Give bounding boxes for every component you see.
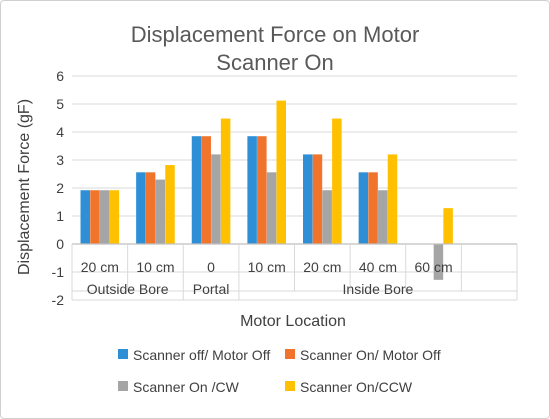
legend-swatch: [118, 381, 128, 391]
bar: [322, 190, 332, 244]
bar: [191, 136, 202, 244]
y-tick-labels: -2 -1 0 1 2 3 4 5 6: [52, 68, 65, 308]
y-tick-label: 3: [56, 152, 64, 168]
bar: [443, 208, 453, 244]
bar: [80, 190, 91, 244]
bar: [109, 190, 120, 244]
bar: [433, 244, 444, 280]
bar: [247, 136, 257, 244]
group-label: Outside Bore: [87, 281, 169, 297]
bars: [80, 100, 453, 280]
chart-title-line-2: Scanner On: [216, 50, 333, 75]
bar: [211, 154, 221, 244]
bar: [332, 118, 342, 244]
y-tick-label: 4: [56, 124, 64, 140]
bar: [312, 154, 323, 244]
x-tick-label: 10 cm: [248, 259, 286, 275]
bar: [136, 172, 146, 244]
y-tick-label: 5: [56, 96, 64, 112]
bar: [90, 190, 100, 244]
x-tick-labels: 20 cm 10 cm 0 10 cm 20 cm 40 cm 60 cm Outside B…: [81, 259, 453, 297]
bar: [303, 154, 313, 244]
y-tick-label: 0: [56, 236, 64, 252]
y-axis-title: Displacement Force (gF): [16, 99, 33, 275]
bar: [220, 118, 231, 244]
x-tick-label: 20 cm: [303, 259, 341, 275]
legend-label: Scanner On /CW: [133, 379, 240, 395]
legend-swatch: [118, 349, 128, 359]
y-tick-label: 6: [56, 68, 64, 84]
axes: [71, 243, 518, 300]
bar: [276, 100, 286, 244]
bar: [266, 172, 277, 244]
y-tick-label: -1: [52, 264, 65, 280]
x-tick-label: 10 cm: [136, 259, 174, 275]
bar: [99, 190, 110, 244]
x-axis-title: Motor Location: [240, 313, 346, 330]
bar: [358, 172, 369, 244]
x-tick-label: 0: [207, 259, 215, 275]
bar: [165, 165, 175, 244]
x-tick-label: 20 cm: [81, 259, 119, 275]
chart-title-line-1: Displacement Force on Motor: [131, 22, 420, 47]
legend-label: Scanner On/ Motor Off: [300, 347, 441, 363]
bar: [155, 179, 166, 244]
y-tick-label: 1: [56, 208, 64, 224]
group-label: Portal: [193, 281, 230, 297]
bar: [145, 172, 156, 244]
bar: [257, 136, 267, 244]
legend-swatch: [285, 349, 295, 359]
bar: [201, 136, 211, 244]
group-label: Inside Bore: [343, 281, 414, 297]
x-tick-label: 40 cm: [359, 259, 397, 275]
legend-swatch: [285, 381, 295, 391]
bar: [387, 154, 398, 244]
bar: [368, 172, 378, 244]
bar: [378, 190, 388, 244]
legend: Scanner off/ Motor Off Scanner On/ Motor …: [118, 347, 441, 395]
legend-label: Scanner off/ Motor Off: [133, 347, 270, 363]
x-tick-label: 60 cm: [415, 259, 453, 275]
legend-label: Scanner On/CCW: [300, 379, 413, 395]
y-tick-label: 2: [56, 180, 64, 196]
y-tick-label: -2: [52, 292, 65, 308]
